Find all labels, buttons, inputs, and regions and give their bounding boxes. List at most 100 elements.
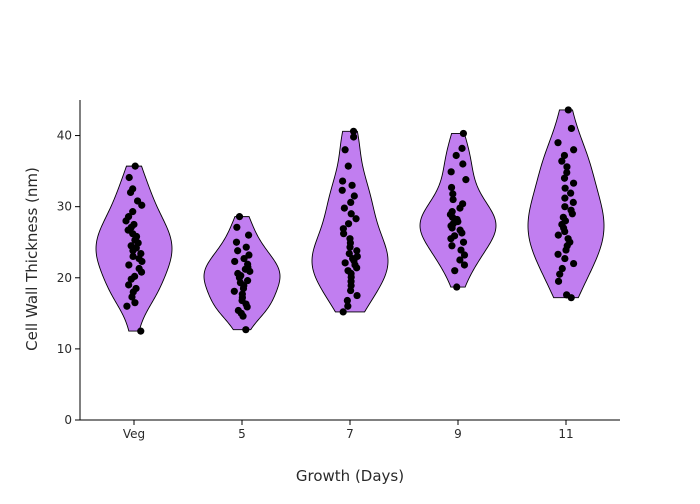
data-point xyxy=(131,162,139,170)
data-point xyxy=(234,306,242,315)
data-point xyxy=(452,151,460,160)
data-point xyxy=(230,287,238,295)
data-point xyxy=(131,272,139,280)
data-point xyxy=(569,198,577,206)
y-axis-ticks: 0 10 20 30 40 xyxy=(57,129,80,427)
x-tick-label: Veg xyxy=(123,427,145,441)
data-point xyxy=(344,162,352,170)
data-point xyxy=(554,139,562,147)
data-point xyxy=(561,184,569,192)
data-point xyxy=(339,308,347,316)
data-point xyxy=(456,256,464,264)
y-tick-label: 40 xyxy=(57,129,72,143)
data-point xyxy=(561,194,569,202)
data-point xyxy=(559,213,567,221)
data-point xyxy=(459,129,468,138)
x-tick-label: 7 xyxy=(346,427,354,441)
data-point xyxy=(460,251,469,259)
data-point xyxy=(558,157,566,165)
data-point xyxy=(353,252,361,261)
data-point xyxy=(560,151,569,160)
data-point xyxy=(133,197,142,205)
data-point xyxy=(234,269,242,278)
points-layer xyxy=(122,106,578,335)
data-point xyxy=(344,302,352,310)
data-point xyxy=(449,190,457,198)
data-point xyxy=(459,238,468,246)
data-point xyxy=(350,133,358,141)
data-point xyxy=(458,144,466,152)
data-point xyxy=(554,231,562,239)
data-point xyxy=(350,192,358,200)
data-point xyxy=(558,264,566,273)
y-tick-label: 20 xyxy=(57,271,72,285)
data-point xyxy=(129,185,137,193)
x-axis-title: Growth (Days) xyxy=(296,467,404,485)
data-point xyxy=(449,195,457,204)
x-tick-label: 9 xyxy=(454,427,462,441)
data-point xyxy=(554,250,562,258)
data-point xyxy=(234,247,242,255)
data-point xyxy=(232,238,241,246)
data-point xyxy=(569,179,578,187)
data-point xyxy=(561,203,569,211)
data-point xyxy=(569,259,578,268)
data-point xyxy=(561,254,569,263)
data-point xyxy=(345,250,353,258)
data-point xyxy=(450,232,459,240)
data-point xyxy=(341,259,349,267)
data-point xyxy=(137,327,145,335)
data-point xyxy=(347,198,355,206)
data-point xyxy=(244,260,252,268)
data-point xyxy=(129,252,137,261)
data-point xyxy=(563,163,571,171)
data-point xyxy=(132,284,140,293)
data-point xyxy=(343,296,351,305)
data-point xyxy=(459,200,467,208)
data-point xyxy=(137,250,145,258)
data-point xyxy=(567,124,576,133)
data-point xyxy=(340,204,348,212)
data-point xyxy=(570,146,578,154)
data-point xyxy=(233,223,241,231)
data-point xyxy=(447,183,456,192)
data-point xyxy=(567,189,575,197)
data-point xyxy=(344,220,353,228)
data-point xyxy=(352,215,360,223)
data-point xyxy=(347,210,355,218)
data-point xyxy=(453,283,461,291)
data-point xyxy=(131,299,139,307)
axes-layer: 0 10 20 30 40 Veg 5 7 9 11 xyxy=(57,100,620,441)
data-point xyxy=(338,186,346,194)
data-point xyxy=(338,177,347,185)
data-point xyxy=(125,281,133,289)
data-point xyxy=(125,261,133,269)
data-point xyxy=(564,106,572,114)
data-point xyxy=(451,267,459,275)
data-point xyxy=(341,146,349,154)
y-axis-title: Cell Wall Thickness (nm) xyxy=(23,167,41,351)
data-point xyxy=(125,173,133,182)
data-point xyxy=(242,326,250,334)
data-point xyxy=(245,251,253,259)
data-point xyxy=(353,247,361,255)
data-point xyxy=(448,208,456,216)
data-point xyxy=(462,176,470,184)
data-point xyxy=(563,168,571,177)
data-point xyxy=(130,220,138,229)
data-point xyxy=(123,302,131,310)
data-point xyxy=(235,213,244,221)
data-point xyxy=(348,181,356,189)
x-tick-label: 11 xyxy=(558,427,573,441)
data-point xyxy=(344,267,352,275)
data-point xyxy=(339,225,347,233)
data-point xyxy=(554,277,563,285)
data-point xyxy=(567,206,575,214)
data-point xyxy=(242,243,250,251)
data-point xyxy=(456,226,464,234)
data-point xyxy=(238,290,246,298)
data-point xyxy=(447,168,455,176)
data-point xyxy=(459,160,467,168)
